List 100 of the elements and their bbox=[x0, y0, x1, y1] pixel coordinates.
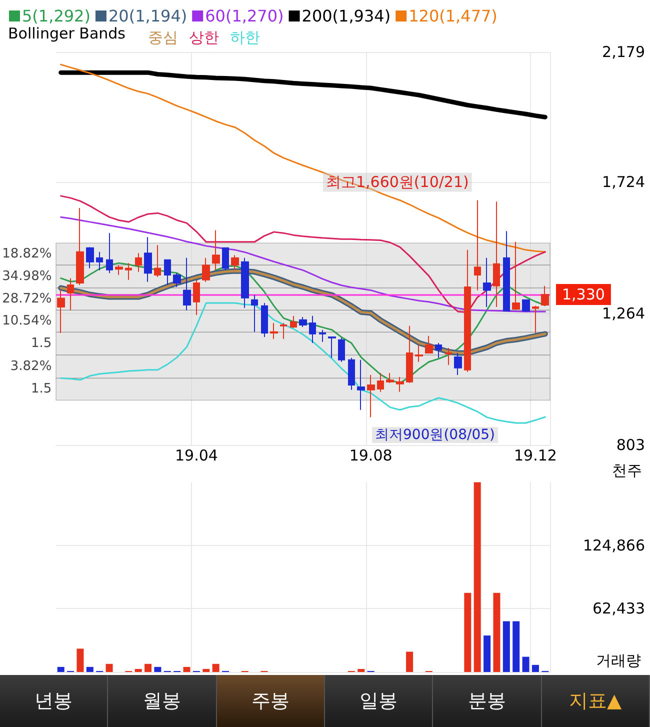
candlestick bbox=[135, 252, 142, 272]
bar bbox=[144, 664, 152, 672]
candlestick bbox=[86, 246, 94, 269]
bar bbox=[502, 621, 510, 672]
text: 상한 bbox=[189, 28, 219, 46]
bar bbox=[464, 592, 472, 672]
bar bbox=[493, 592, 500, 672]
ref-line-label: 1,330 bbox=[562, 285, 605, 304]
legend-label: 120(1,477) bbox=[408, 6, 498, 26]
candlestick bbox=[115, 264, 123, 276]
x-tick-label: 19.12 bbox=[514, 446, 557, 464]
y-tick-label: 1,724 bbox=[602, 172, 645, 191]
candlestick bbox=[357, 359, 365, 410]
candlestick bbox=[338, 337, 345, 362]
candlestick bbox=[328, 336, 336, 358]
candlestick bbox=[464, 249, 471, 372]
candlestick bbox=[541, 285, 549, 306]
candlestick bbox=[522, 299, 530, 312]
candlestick bbox=[212, 230, 220, 271]
text: 월봉 bbox=[108, 675, 217, 727]
text: 지표▲ bbox=[542, 675, 650, 727]
candlestick bbox=[532, 305, 539, 334]
legend-label: 20(1,194) bbox=[108, 6, 188, 26]
line-series bbox=[60, 64, 546, 253]
candlestick bbox=[173, 272, 181, 288]
bar bbox=[202, 668, 210, 672]
candlestick bbox=[193, 279, 200, 316]
y-axis-title: 천주 bbox=[612, 462, 642, 480]
x-tick-label: 19.08 bbox=[349, 446, 392, 464]
candlestick bbox=[445, 347, 452, 366]
candlestick bbox=[144, 236, 152, 282]
candlestick bbox=[280, 322, 287, 340]
candlestick bbox=[493, 201, 500, 308]
text: 주봉 bbox=[216, 675, 325, 727]
candlestick bbox=[96, 251, 103, 271]
candlestick bbox=[154, 244, 161, 278]
line-series bbox=[58, 70, 548, 120]
bar bbox=[474, 482, 481, 672]
candlestick bbox=[415, 344, 423, 362]
bar bbox=[86, 666, 94, 672]
bar bbox=[183, 666, 190, 672]
candlestick bbox=[57, 290, 65, 334]
legend-label: 200(1,934) bbox=[302, 6, 391, 26]
text: 중심 bbox=[148, 28, 178, 46]
candlestick bbox=[183, 257, 191, 311]
candlestick bbox=[261, 302, 268, 338]
band-label: 10.54% bbox=[2, 314, 52, 329]
band-label: 3.82% bbox=[10, 359, 52, 374]
candlestick bbox=[406, 325, 413, 384]
bar bbox=[76, 648, 84, 672]
candlestick bbox=[483, 257, 491, 308]
candlestick bbox=[425, 335, 433, 354]
candlestick bbox=[202, 257, 210, 282]
y-tick-label: 803 bbox=[616, 436, 645, 454]
candlestick bbox=[251, 294, 258, 332]
bar bbox=[212, 664, 220, 672]
candlestick bbox=[386, 372, 394, 384]
y-tick-label: 1,264 bbox=[602, 304, 645, 322]
candlestick bbox=[367, 374, 375, 418]
bar bbox=[134, 668, 142, 672]
legend-title: Bollinger Bands bbox=[8, 24, 126, 42]
y-tick-label: 2,179 bbox=[602, 43, 645, 61]
bar bbox=[522, 656, 530, 672]
line-series bbox=[60, 216, 546, 312]
band-label: 28.72% bbox=[2, 292, 52, 307]
candlestick bbox=[512, 241, 520, 310]
bar bbox=[358, 668, 365, 672]
bar bbox=[106, 664, 113, 672]
candlestick bbox=[76, 207, 84, 286]
candlestick bbox=[396, 376, 404, 392]
legend-label: 60(1,270) bbox=[205, 6, 284, 26]
text: 하한 bbox=[230, 28, 260, 46]
bar bbox=[512, 621, 520, 672]
candlestick bbox=[164, 259, 171, 286]
text: 년봉 bbox=[0, 675, 108, 727]
bar bbox=[406, 652, 414, 672]
line-series bbox=[60, 302, 546, 424]
bar bbox=[154, 666, 162, 672]
candlestick bbox=[377, 372, 384, 392]
candlestick bbox=[290, 315, 297, 328]
candlestick bbox=[474, 200, 481, 291]
candlestick bbox=[222, 247, 229, 271]
band-label: 18.82% bbox=[2, 246, 52, 262]
band-label: 34.98% bbox=[2, 268, 52, 284]
bar bbox=[532, 664, 539, 672]
x-tick-label: 19.04 bbox=[174, 446, 218, 464]
candlestick bbox=[503, 230, 510, 312]
band-label: 1.5 bbox=[31, 382, 52, 397]
candlestick bbox=[348, 357, 355, 390]
candlestick bbox=[435, 342, 442, 358]
y-tick-label: 62,433 bbox=[592, 600, 645, 618]
candlestick bbox=[67, 278, 74, 311]
candlestick bbox=[299, 316, 307, 328]
candlestick bbox=[270, 322, 278, 340]
band-label: 1.5 bbox=[31, 336, 52, 352]
candlestick bbox=[106, 232, 113, 274]
annotation: 최저900원(08/05) bbox=[375, 427, 495, 443]
bar bbox=[484, 635, 491, 672]
candlestick bbox=[241, 257, 249, 308]
legend-label: 5(1,292) bbox=[22, 6, 90, 26]
